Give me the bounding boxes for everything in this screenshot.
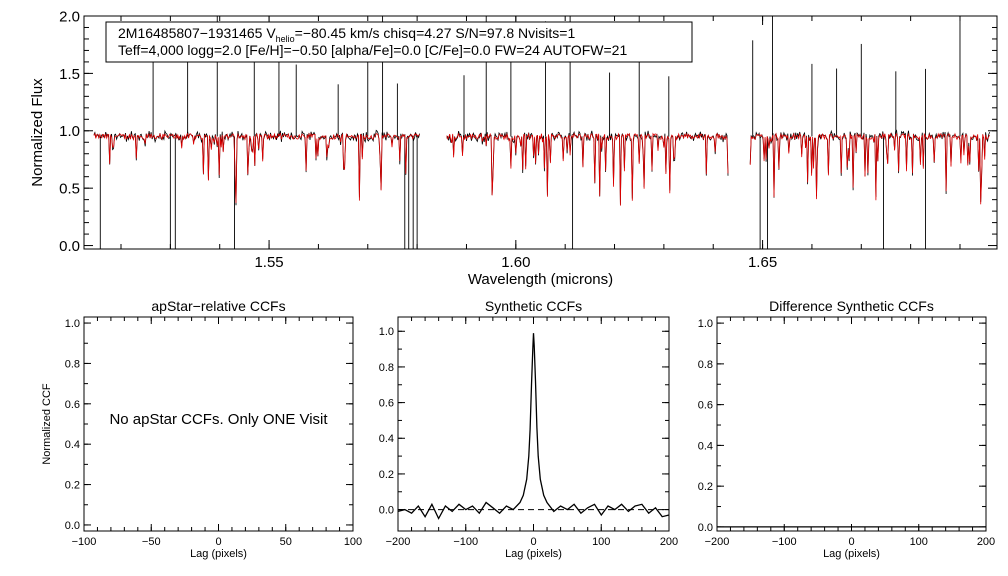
difference-ccf-panel: −200 −100 0 100 200 0.0 0.2 0.4 0.6 0.8 1.0 Differe… — [698, 298, 995, 560]
chisq-value: chisq=4.27 — [383, 25, 455, 41]
x-tick-label: 200 — [977, 536, 995, 548]
x-tick-label: 100 — [344, 536, 362, 548]
x-tick-label: −100 — [772, 536, 797, 548]
x-tick-label: 1.55 — [254, 254, 283, 271]
spectrum-panel: 1.55 1.60 1.65 0.0 0.5 1.0 1.5 2.0 Wavelength (m… — [29, 8, 998, 288]
observed-spectrum-line — [749, 129, 990, 203]
x-tick-label: −50 — [142, 536, 161, 548]
synthetic-ccf-panel: −200 −100 0 100 200 0.0 0.2 0.4 0.6 0.8 1.0 Synthet… — [379, 298, 678, 560]
y-tick-label: 1.0 — [65, 318, 80, 330]
panel-title: apStar−relative CCFs — [151, 298, 285, 314]
model-spectrum-line — [446, 132, 729, 206]
x-tick-label: −200 — [705, 536, 730, 548]
velocity-subscript: helio — [276, 34, 295, 44]
nvisits-value: Nvisits=1 — [518, 25, 575, 41]
x-tick-label: −100 — [453, 536, 478, 548]
annotation-line-2: Teff=4,000 logg=2.0 [Fe/H]=−0.50 [alpha/… — [118, 42, 627, 58]
plot-frame — [83, 15, 998, 250]
y-axis-label: Normalized Flux — [29, 78, 46, 187]
x-tick-label: 0 — [848, 536, 854, 548]
plot-frame — [397, 316, 670, 532]
y-tick-label: 1.0 — [698, 318, 713, 330]
y-tick-label: 0.0 — [698, 522, 713, 534]
x-tick-label: 1.60 — [501, 254, 530, 271]
y-tick-label: 0.4 — [65, 439, 80, 451]
y-tick-label: 0.0 — [379, 505, 394, 517]
x-tick-label: −200 — [386, 536, 411, 548]
y-tick-label: 0.0 — [65, 520, 80, 532]
apstar-ccf-panel: −100 −50 0 50 100 0.0 0.2 0.4 0.6 0.8 1.0 apStar−re… — [41, 298, 362, 560]
y-tick-label: 2.0 — [59, 8, 80, 25]
model-spectrum-line — [93, 132, 420, 204]
annotation-line-1: 2M16485807−1931465 Vhelio=−80.45 km/s ch… — [118, 25, 575, 44]
observed-spectrum-line — [93, 129, 420, 206]
star-id: 2M16485807−1931465 — [118, 25, 266, 41]
x-tick-label: 0 — [530, 536, 536, 548]
signal-to-noise: S/N=97.8 — [455, 25, 518, 41]
y-tick-label: 0.2 — [698, 481, 713, 493]
plot-frame — [716, 316, 987, 532]
x-axis-label: Wavelength (microns) — [468, 271, 613, 288]
y-tick-label: 0.2 — [65, 480, 80, 492]
y-tick-label: 0.4 — [698, 440, 713, 452]
no-data-message: No apStar CCFs. Only ONE Visit — [109, 411, 328, 428]
velocity-value: =−80.45 km/s — [295, 25, 384, 41]
model-spectrum-series — [93, 132, 990, 206]
panel-title: Difference Synthetic CCFs — [769, 298, 934, 314]
ccf-series-line — [397, 333, 670, 520]
x-tick-label: 200 — [660, 536, 678, 548]
x-axis-label: Lag (pixels) — [190, 548, 247, 560]
x-tick-label: −100 — [72, 536, 97, 548]
y-tick-label: 0.6 — [698, 400, 713, 412]
y-tick-label: 0.5 — [59, 181, 80, 198]
x-tick-label: 0 — [215, 536, 221, 548]
model-spectrum-line — [749, 132, 990, 205]
x-tick-label: 50 — [280, 536, 292, 548]
y-tick-label: 0.8 — [65, 358, 80, 370]
y-tick-label: 0.8 — [379, 362, 394, 374]
y-tick-label: 0.6 — [379, 398, 394, 410]
x-tick-label: 1.65 — [748, 254, 777, 271]
observed-spectrum-series — [93, 16, 990, 249]
y-tick-label: 0.6 — [65, 399, 80, 411]
x-axis-label: Lag (pixels) — [823, 548, 880, 560]
observed-spectrum-line — [446, 130, 729, 205]
y-tick-label: 1.0 — [59, 123, 80, 140]
y-tick-label: 1.0 — [379, 326, 394, 338]
velocity-label: V — [266, 25, 276, 41]
x-tick-label: 100 — [592, 536, 610, 548]
y-tick-label: 0.0 — [59, 238, 80, 255]
x-tick-label: 100 — [910, 536, 928, 548]
y-axis-label: Normalized CCF — [41, 383, 53, 465]
y-tick-label: 0.8 — [698, 359, 713, 371]
y-tick-label: 1.5 — [59, 66, 80, 83]
annotation-box — [105, 21, 693, 63]
y-tick-label: 0.2 — [379, 469, 394, 481]
y-tick-label: 0.4 — [379, 433, 394, 445]
x-axis-label: Lag (pixels) — [505, 548, 562, 560]
panel-title: Synthetic CCFs — [485, 298, 582, 314]
